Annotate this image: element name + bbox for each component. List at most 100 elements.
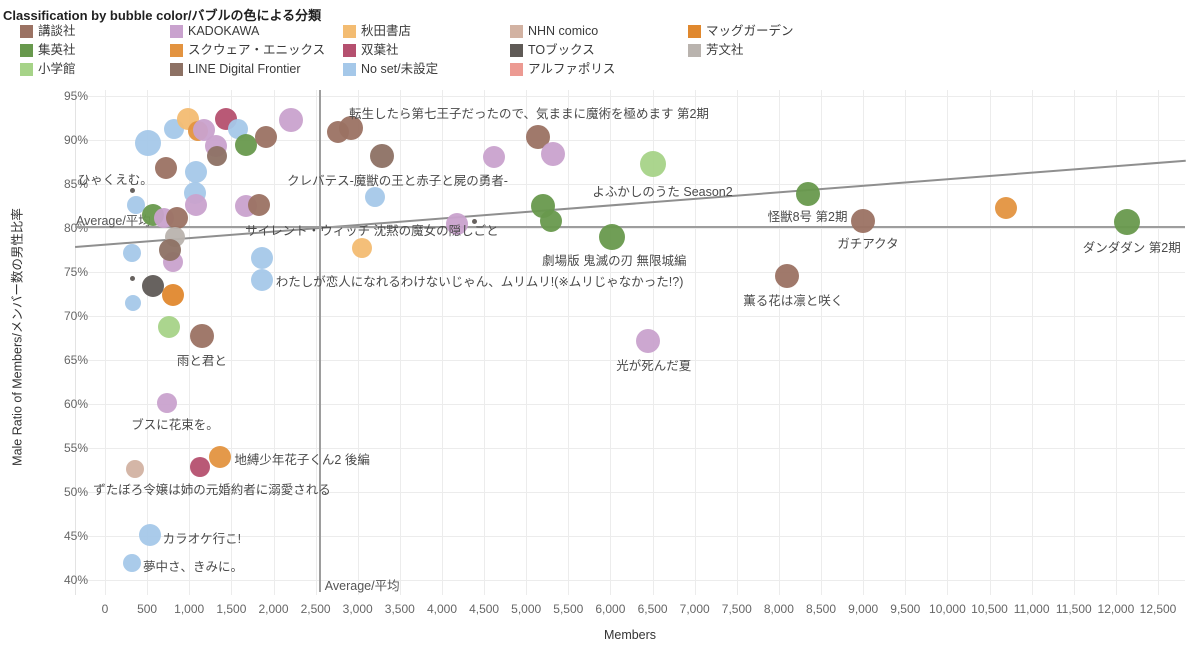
bubble-label: 転生したら第七王子だったので、気ままに魔術を極めます 第2期 <box>349 106 709 121</box>
bubble[interactable] <box>254 126 277 149</box>
x-tick-label: 12,000 <box>1097 602 1135 616</box>
grid-line-vertical <box>1158 90 1159 595</box>
legend-title: Classification by bubble color/バブルの色による分… <box>3 8 322 23</box>
bubble[interactable] <box>248 194 271 217</box>
x-tick-label: 4,500 <box>469 602 500 616</box>
bubble[interactable] <box>162 283 185 306</box>
bubble[interactable] <box>123 554 141 573</box>
legend-item-label-shueisha[interactable]: 集英社 <box>38 43 76 57</box>
bubble[interactable] <box>157 393 178 414</box>
x-tick-label: 9,000 <box>848 602 879 616</box>
y-tick-label: 85% <box>63 177 88 191</box>
bubble[interactable] <box>166 207 189 230</box>
legend-item-label-akita_shoten[interactable]: 秋田書店 <box>361 24 412 38</box>
bubble[interactable] <box>135 129 161 156</box>
legend-item-label-alphapolis[interactable]: アルファポリス <box>528 62 616 76</box>
grid-line-vertical <box>1073 90 1075 595</box>
bubble[interactable] <box>190 457 211 478</box>
grid-line-vertical <box>357 90 359 595</box>
legend-swatch-futabasha[interactable] <box>343 44 356 57</box>
bubble[interactable] <box>126 460 145 479</box>
legend-item-label-mag_garden[interactable]: マッグガーデン <box>706 24 794 38</box>
legend-item-label-kadokawa[interactable]: KADOKAWA <box>188 24 260 38</box>
bubble[interactable] <box>142 275 164 298</box>
legend-swatch-kodansha[interactable] <box>20 25 33 38</box>
legend-swatch-no_set[interactable] <box>343 63 356 76</box>
grid-line-vertical <box>315 90 317 595</box>
legend-swatch-akita_shoten[interactable] <box>343 25 356 38</box>
legend-swatch-kadokawa[interactable] <box>170 25 183 38</box>
bubble[interactable] <box>127 196 146 215</box>
bubble[interactable] <box>124 294 141 311</box>
bubble[interactable] <box>123 243 141 262</box>
bubble[interactable] <box>539 210 562 232</box>
legend-item-label-kodansha[interactable]: 講談社 <box>38 24 76 38</box>
legend-item-label-no_set[interactable]: No set/未設定 <box>361 62 439 76</box>
legend-item-label-shogakukan[interactable]: 小学館 <box>38 62 76 76</box>
legend-swatch-square_enix[interactable] <box>170 44 183 57</box>
legend-swatch-shueisha[interactable] <box>20 44 33 57</box>
x-tick-label: 10,500 <box>971 602 1008 616</box>
bubble[interactable] <box>279 107 304 132</box>
legend-swatch-shogakukan[interactable] <box>20 63 33 76</box>
bubble[interactable] <box>483 145 506 168</box>
bubble[interactable] <box>138 524 161 547</box>
legend-item-label-line_digital_frontier[interactable]: LINE Digital Frontier <box>188 62 301 76</box>
grid-line-vertical <box>231 90 233 595</box>
bubble[interactable] <box>775 264 800 289</box>
bubble[interactable] <box>339 115 363 140</box>
bubble[interactable] <box>185 160 207 183</box>
bubble[interactable] <box>446 212 469 235</box>
grid-line-vertical <box>989 90 991 595</box>
bubble[interactable] <box>158 239 181 261</box>
bubble[interactable] <box>250 268 273 291</box>
x-tick-label: 11,000 <box>1013 602 1050 616</box>
legend-item-label-square_enix[interactable]: スクウェア・エニックス <box>188 43 326 57</box>
bubble-label: わたしが恋人になれるわけないじゃん、ムリムリ!(※ムリじゃなかった!?) <box>275 274 684 289</box>
legend-swatch-to_books[interactable] <box>510 44 523 57</box>
bubble[interactable] <box>541 142 566 167</box>
bubble[interactable] <box>154 157 177 180</box>
bubble[interactable] <box>158 315 180 338</box>
bubble[interactable] <box>130 275 136 281</box>
legend-swatch-nhn_comico[interactable] <box>510 25 523 38</box>
y-tick-label: 90% <box>63 133 88 147</box>
bubble-label: ガチアクタ <box>837 237 899 251</box>
bubble[interactable] <box>640 150 667 177</box>
legend-item-label-futabasha[interactable]: 双葉社 <box>361 43 399 57</box>
bubble[interactable] <box>364 187 385 208</box>
bubble[interactable] <box>185 194 207 217</box>
y-axis-title: Male Ratio of Members/メンバー数の男性比率 <box>10 208 25 466</box>
legend-swatch-mag_garden[interactable] <box>688 25 701 38</box>
legend-swatch-houbunsha[interactable] <box>688 44 701 57</box>
grid-line-horizontal <box>75 360 1185 361</box>
bubble[interactable] <box>250 246 273 269</box>
bubble[interactable] <box>370 143 395 168</box>
bubble[interactable] <box>209 445 232 468</box>
legend-swatch-alphapolis[interactable] <box>510 63 523 76</box>
legend-item-label-to_books[interactable]: TOブックス <box>528 43 595 57</box>
bubble[interactable] <box>207 145 227 166</box>
bubble[interactable] <box>1113 208 1140 235</box>
bubble[interactable] <box>472 218 478 224</box>
bubble[interactable] <box>795 181 820 206</box>
bubble[interactable] <box>636 328 661 353</box>
bubble[interactable] <box>994 196 1017 219</box>
bubble[interactable] <box>351 238 372 259</box>
bubble[interactable] <box>851 209 876 233</box>
x-tick-label: 9,500 <box>890 602 921 616</box>
x-tick-label: 3,500 <box>384 602 415 616</box>
legend-swatch-line_digital_frontier[interactable] <box>170 63 183 76</box>
legend-item-label-houbunsha[interactable]: 芳文社 <box>706 43 744 57</box>
bubble-label: カラオケ行こ! <box>162 532 242 547</box>
bubble-label: ひゃくえむ。 <box>77 173 153 188</box>
bubble[interactable] <box>599 223 626 250</box>
bubble[interactable] <box>228 118 249 139</box>
bubble[interactable] <box>130 187 136 193</box>
average-label-vertical: Average/平均 <box>324 579 400 593</box>
bubble[interactable] <box>234 134 257 157</box>
bubble-label: 怪獣8号 第2期 <box>767 209 848 224</box>
grid-line-vertical <box>1115 90 1117 595</box>
legend-item-label-nhn_comico[interactable]: NHN comico <box>528 24 599 38</box>
bubble[interactable] <box>189 324 214 349</box>
